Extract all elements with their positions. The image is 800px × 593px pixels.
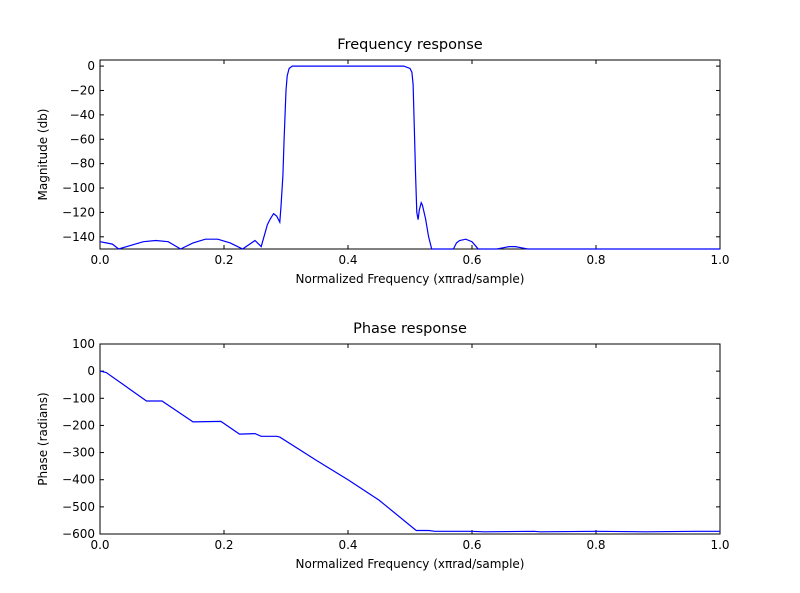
frequency-response-y-tick-label: −60 [70, 132, 95, 146]
phase-response-y-tick-label: −200 [62, 418, 95, 432]
phase-response-plot-area [99, 343, 721, 535]
magnitude-series-line [99, 65, 720, 250]
phase-response-x-tick-label: 0.2 [214, 538, 233, 552]
phase-response-tick-labels: 0.0 0.2 0.4 0.6 0.8 1.0 100 0 −100 −200 −300 −400 −5… [62, 337, 730, 552]
phase-response-x-tick-label: 0.8 [586, 538, 605, 552]
frequency-response-y-tick-label: 0 [87, 59, 95, 73]
frequency-response-x-tick-label: 0.4 [338, 253, 357, 267]
frequency-response-x-tick-label: 0.6 [462, 253, 481, 267]
frequency-response-plot-area [99, 59, 721, 250]
phase-response-y-tick-label: 0 [87, 364, 95, 378]
frequency-response-y-tick-label: −140 [62, 230, 95, 244]
frequency-response-x-tick-label: 1.0 [710, 253, 729, 267]
phase-response-x-tick-label: 0.4 [338, 538, 357, 552]
phase-response-title: Phase response [353, 321, 467, 337]
phase-response-y-tick-label: −400 [62, 473, 95, 487]
phase-response-ticks [99, 343, 721, 535]
phase-response-x-axis-label: Normalized Frequency (xπrad/sample) [296, 557, 525, 571]
phase-response-x-tick-label: 1.0 [710, 538, 729, 552]
phase-series-line [99, 370, 720, 533]
phase-response-y-tick-label: −100 [62, 391, 95, 405]
phase-response-y-axis-label: Phase (radians) [36, 392, 50, 485]
frequency-response-y-tick-label: −80 [70, 157, 95, 171]
phase-response-y-tick-label: −300 [62, 446, 95, 460]
frequency-response-y-tick-label: −100 [62, 181, 95, 195]
frequency-response-x-axis-label: Normalized Frequency (xπrad/sample) [296, 272, 525, 286]
frequency-response-ticks [99, 60, 721, 249]
frequency-response-x-tick-label: 0.2 [214, 253, 233, 267]
phase-response-y-tick-label: −600 [62, 527, 95, 541]
frequency-response-x-tick-label: 0.0 [90, 253, 109, 267]
phase-response-y-tick-label: 100 [72, 337, 95, 351]
frequency-response-y-tick-label: −120 [62, 205, 95, 219]
phase-response-x-tick-label: 0.6 [462, 538, 481, 552]
frequency-response-tick-labels: 0.0 0.2 0.4 0.6 0.8 1.0 0 −20 −40 −60 −80 −100 −120 −… [62, 59, 730, 267]
frequency-response-title: Frequency response [337, 37, 482, 53]
phase-response-x-tick-label: 0.0 [90, 538, 109, 552]
frequency-response-y-axis-label: Magnitude (db) [36, 109, 50, 201]
frequency-response-y-tick-label: −40 [70, 108, 95, 122]
frequency-response-y-tick-label: −20 [70, 83, 95, 97]
frequency-response-x-tick-label: 0.8 [586, 253, 605, 267]
phase-response-chart: 0.0 0.2 0.4 0.6 0.8 1.0 100 0 −100 −200 −300 −400 −5… [36, 321, 730, 571]
frequency-response-chart: 0.0 0.2 0.4 0.6 0.8 1.0 0 −20 −40 −60 −80 −100 −120 −… [36, 37, 730, 286]
phase-response-y-tick-label: −500 [62, 500, 95, 514]
